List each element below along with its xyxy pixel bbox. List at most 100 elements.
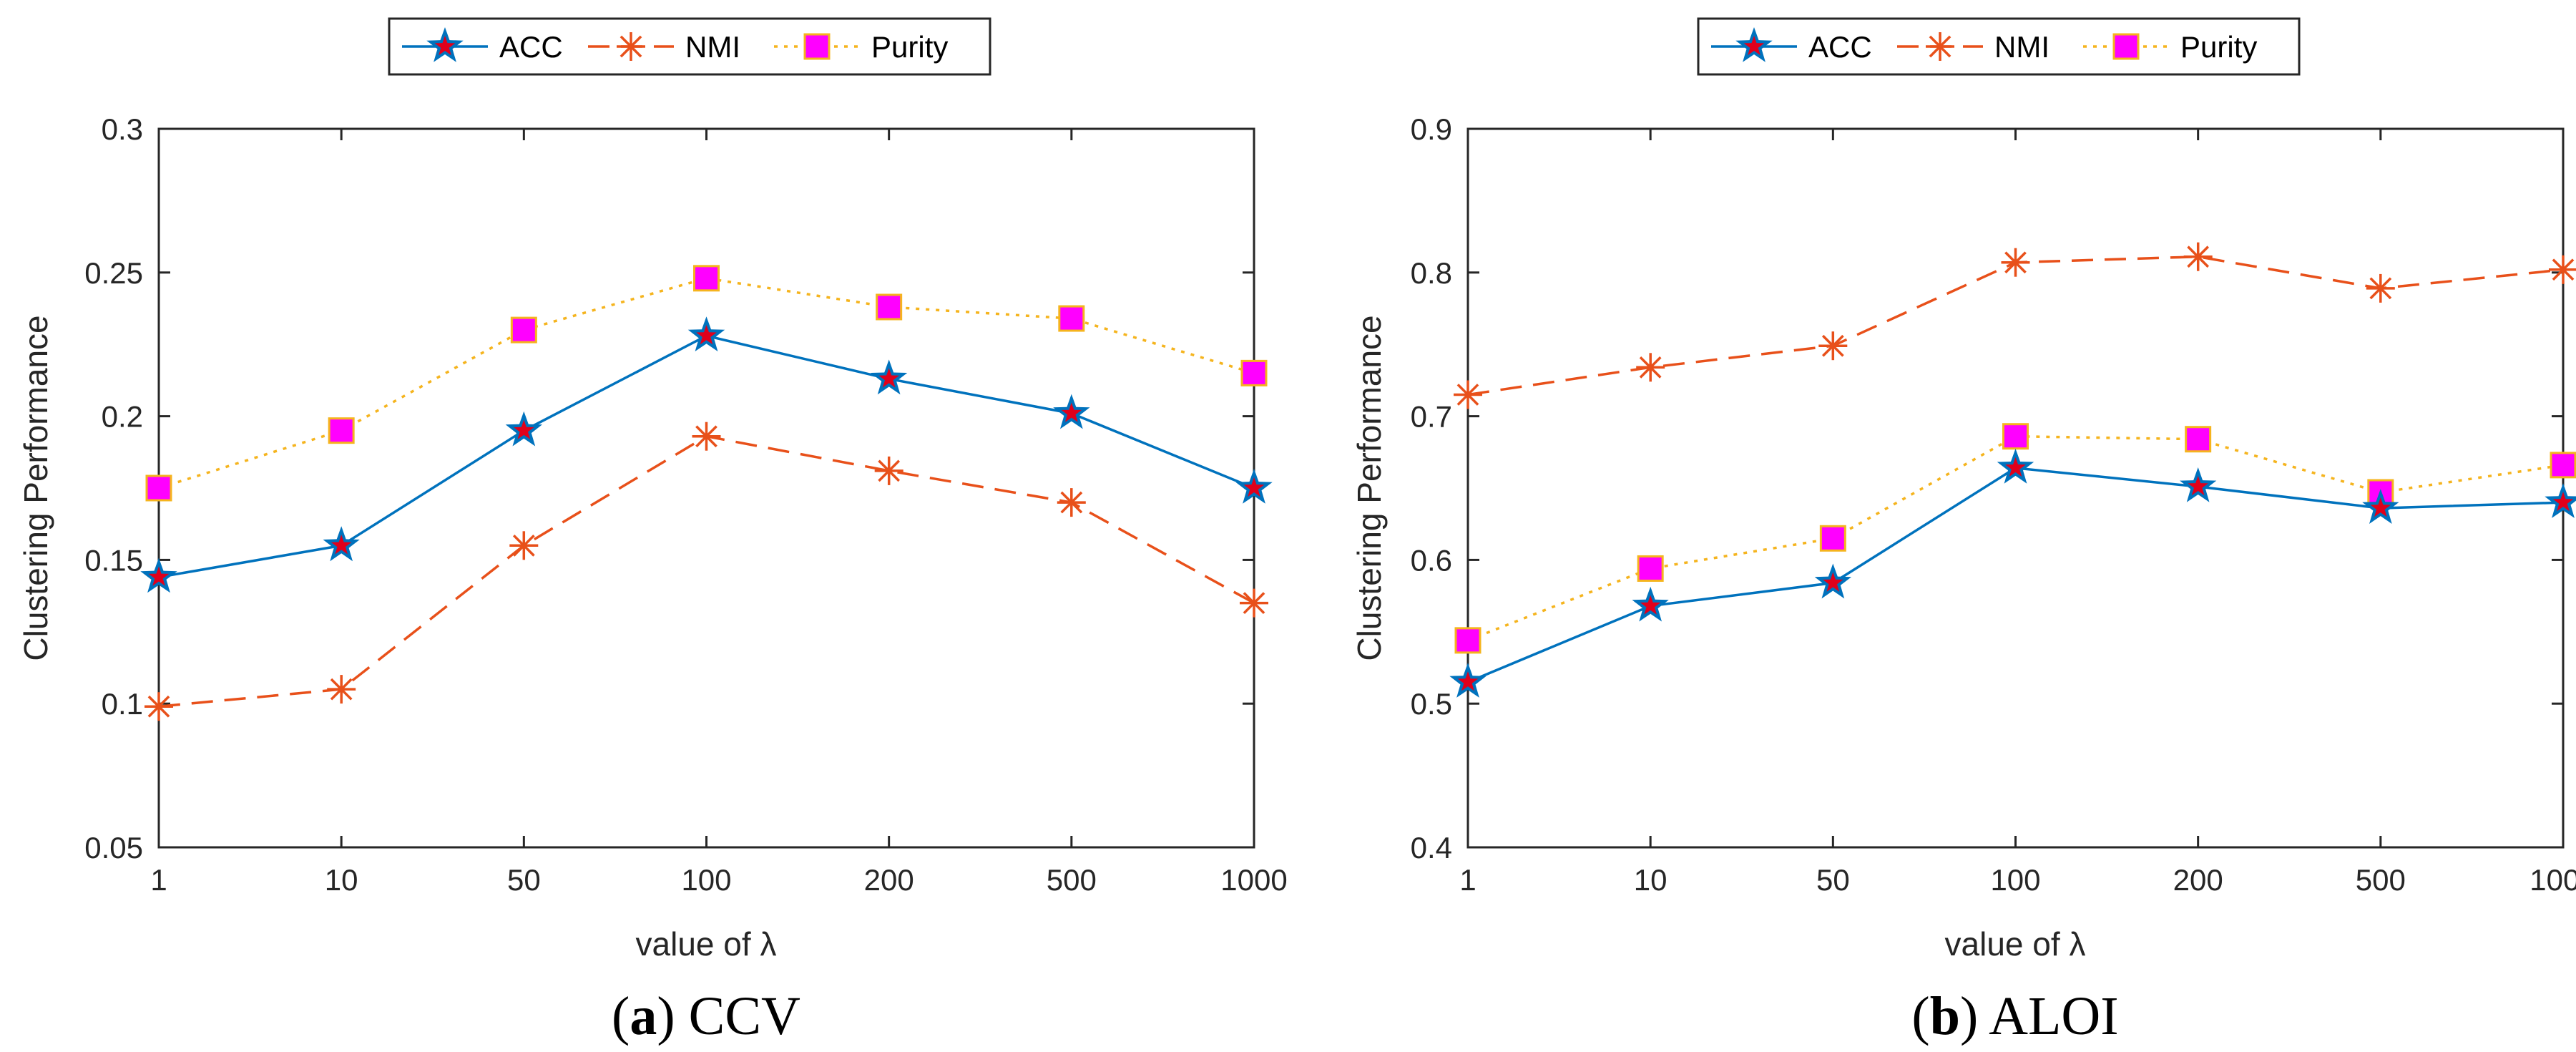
marker-acc-inner: [2005, 457, 2026, 477]
point-acc: [2545, 483, 2576, 518]
point-purity: [1454, 627, 1482, 654]
y-tick-label: 0.1: [102, 687, 143, 721]
marker-acc-inner: [1823, 572, 1843, 592]
point-nmi: [509, 531, 539, 560]
series-nmi: [145, 422, 1268, 721]
point-nmi: [327, 675, 356, 704]
x-ticks: 1 10 50 100 200 500 1000: [150, 129, 1288, 897]
marker-acc-inner: [330, 535, 352, 555]
y-tick-label: 0.8: [1411, 256, 1452, 290]
y-tick-label: 0.2: [102, 400, 143, 434]
x-axis-label: value of λ: [636, 925, 777, 963]
legend-item-purity: Purity: [2083, 30, 2257, 64]
x-tick-label: 500: [2356, 863, 2406, 897]
legend-item-nmi: NMI: [588, 30, 740, 64]
point-acc: [323, 526, 360, 562]
legend-marker-purity: [2112, 33, 2140, 60]
caption-letter: a: [630, 986, 657, 1046]
marker-nmi-stroke: [878, 459, 901, 482]
series-nmi: [1454, 242, 2576, 409]
legend-marker-acc-inner: [1743, 36, 1765, 56]
point-purity: [1819, 525, 1846, 552]
marker-nmi-stroke: [2552, 258, 2575, 281]
y-tick-label: 0.7: [1411, 400, 1452, 434]
x-tick-label: 500: [1047, 863, 1097, 897]
y-tick-label: 0.05: [84, 831, 143, 865]
point-acc: [2180, 467, 2217, 502]
legend-box: [1697, 17, 2301, 76]
y-tick-label: 0.25: [84, 256, 143, 290]
marker-purity-square: [1819, 525, 1846, 552]
x-tick-label: 1: [1459, 863, 1476, 897]
caption-name: ALOI: [1989, 986, 2119, 1046]
point-nmi: [2001, 248, 2030, 277]
marker-acc-inner: [1457, 671, 1479, 691]
marker-acc-inner: [1061, 402, 1082, 422]
legend-marker-acc: [426, 27, 464, 62]
marker-purity-square: [1240, 359, 1268, 386]
point-nmi: [145, 692, 173, 721]
y-tick-label: 0.9: [1411, 112, 1452, 146]
y-tick-label: 0.3: [102, 112, 143, 146]
point-purity: [1637, 555, 1664, 582]
y-ticks: 0.4 0.5 0.6 0.7 0.8 0.9: [1411, 112, 2563, 865]
y-ticks: 0.05 0.1 0.15 0.2 0.25 0.3: [84, 112, 1254, 865]
point-nmi: [1818, 331, 1848, 361]
x-tick-label: 200: [864, 863, 914, 897]
marker-purity-square: [2002, 423, 2029, 450]
legend-label-nmi: NMI: [685, 30, 740, 64]
point-acc: [505, 411, 542, 447]
marker-nmi-stroke: [2004, 251, 2027, 274]
point-nmi: [874, 456, 903, 485]
marker-nmi-stroke: [2369, 277, 2392, 300]
legend-label-nmi: NMI: [1994, 30, 2049, 64]
y-axis-label: Clustering Performance: [1351, 315, 1388, 661]
x-tick-label: 1: [150, 863, 167, 897]
point-purity: [510, 316, 537, 344]
point-acc: [140, 557, 177, 593]
marker-purity-square: [876, 293, 903, 321]
series-layer: [1449, 242, 2576, 698]
caption-b: (b) ALOI: [1911, 986, 2118, 1046]
point-purity: [2550, 452, 2576, 479]
y-tick-label: 0.6: [1411, 543, 1452, 577]
marker-nmi-stroke: [695, 425, 718, 448]
x-ticks: 1 10 50 100 200 500 1000: [1459, 129, 2576, 897]
marker-acc-inner: [2370, 497, 2391, 517]
series-layer: [140, 265, 1273, 721]
x-tick-label: 1000: [2530, 863, 2576, 897]
marker-nmi-stroke: [512, 534, 535, 557]
point-purity: [2002, 423, 2029, 450]
marker-purity-square: [145, 474, 172, 502]
point-nmi: [1240, 588, 1268, 618]
marker-purity-square: [328, 417, 355, 444]
x-axis-label: value of λ: [1945, 925, 2086, 963]
legend-marker-nmi: [1926, 32, 1954, 61]
legend-marker-purity-square: [2112, 33, 2140, 60]
point-acc: [1814, 563, 1851, 599]
legend-item-purity: Purity: [774, 30, 948, 64]
marker-purity-square: [1454, 627, 1482, 654]
y-tick-label: 0.4: [1411, 831, 1452, 865]
caption-a: (a) CCV: [612, 986, 800, 1046]
legend-label-acc: ACC: [1808, 30, 1872, 64]
marker-nmi-stroke: [330, 678, 353, 701]
plot-area: [1466, 127, 2565, 849]
marker-acc-inner: [2188, 476, 2208, 496]
legend-label-purity: Purity: [2180, 30, 2257, 64]
x-tick-label: 100: [681, 863, 731, 897]
marker-acc-inner: [878, 368, 899, 388]
point-nmi: [1057, 488, 1086, 517]
point-acc: [1997, 448, 2034, 484]
x-tick-label: 200: [2173, 863, 2223, 897]
point-nmi: [2183, 242, 2213, 271]
series-acc: [140, 316, 1273, 593]
point-acc: [1632, 586, 1669, 622]
marker-acc-inner: [1243, 477, 1265, 497]
marker-purity-square: [693, 265, 720, 292]
marker-acc-inner: [1640, 595, 1661, 615]
marker-purity-square: [510, 316, 537, 344]
marker-acc-inner: [514, 419, 534, 439]
point-acc: [1449, 663, 1487, 698]
point-acc: [871, 359, 908, 395]
